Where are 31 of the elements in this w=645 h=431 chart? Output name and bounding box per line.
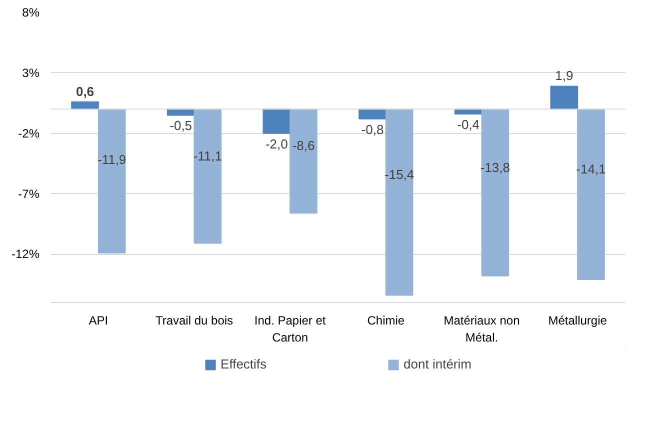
bar — [577, 108, 605, 280]
bar — [262, 108, 291, 134]
data-label: -0,5 — [170, 118, 192, 134]
data-label: -0,4 — [457, 117, 480, 132]
y-tick-label: -7% — [18, 186, 40, 201]
data-label: -11,1 — [193, 148, 222, 164]
legend-label: Effectifs — [220, 356, 267, 372]
bar — [481, 108, 510, 276]
data-label: 0,6 — [76, 84, 94, 99]
data-label: 1,9 — [555, 68, 574, 84]
x-tick-label: Ind. Papier et Carton — [254, 314, 326, 344]
bar — [385, 108, 414, 296]
legend-label: dont intérim — [404, 356, 472, 372]
y-tick-label: -12% — [11, 247, 40, 262]
y-tick-label: 8% — [22, 6, 40, 20]
bar — [290, 108, 318, 214]
x-tick-label: Métallurgie — [548, 314, 608, 328]
y-tick-label: 3% — [22, 66, 40, 80]
data-label: -8,6 — [292, 138, 315, 154]
bar — [358, 108, 386, 120]
bar — [194, 108, 222, 244]
y-tick-label: -2% — [18, 126, 40, 140]
bar — [550, 86, 578, 110]
data-label: -11,9 — [98, 152, 126, 167]
data-label: -2,0 — [265, 136, 288, 152]
x-tick-label: Travail du bois — [155, 314, 234, 328]
x-tick-label: API — [88, 314, 108, 328]
data-label: -0,8 — [361, 122, 384, 137]
x-tick-label: Chimie — [367, 314, 405, 328]
bar — [98, 108, 126, 254]
x-tick-label: Matériaux non Métal. — [444, 314, 520, 344]
